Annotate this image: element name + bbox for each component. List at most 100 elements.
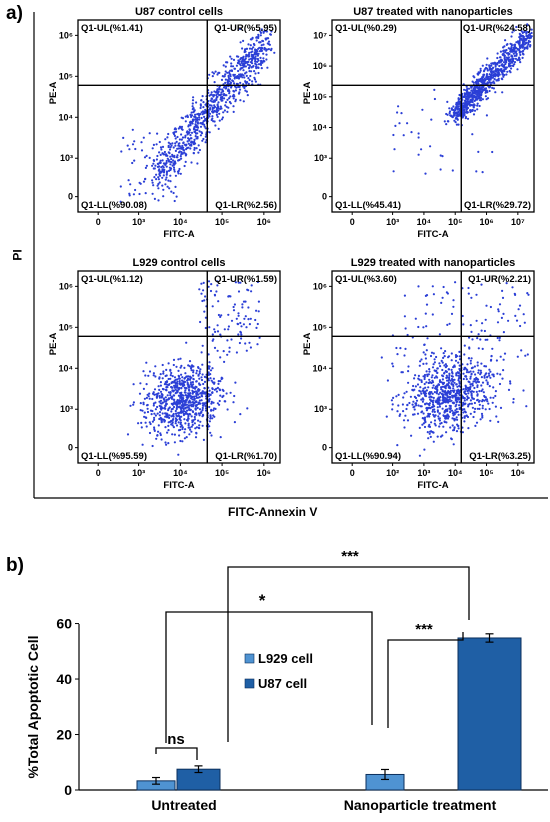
x-tick-label: 10⁶: [257, 468, 271, 478]
x-axis-label: FITC-A: [417, 480, 448, 491]
bar-category-label: Nanoparticle treatment: [344, 797, 497, 813]
sig-bracket-treated: [387, 632, 464, 728]
y-tick-label: 10⁴: [313, 363, 327, 373]
flow-plot-title: L929 control cells: [133, 257, 226, 269]
y-tick-label: 10⁶: [59, 281, 73, 291]
y-tick-label: 10⁵: [313, 92, 327, 102]
x-tick-label: 10⁵: [215, 217, 229, 227]
flow-plot-title: L929 treated with nanoparticles: [351, 257, 515, 269]
quadrant-label-ll: Q1-LL(%45.41): [335, 200, 401, 211]
x-tick-label: 10⁴: [417, 217, 431, 227]
y-tick-label: 10³: [314, 153, 327, 163]
sig-label-star: *: [259, 591, 266, 610]
pi-axis-title: PI: [10, 249, 25, 261]
quadrant-label-ul: Q1-UL(%3.60): [335, 274, 397, 285]
plot-frame: [77, 270, 281, 464]
quadrant-label-ul: Q1-UL(%1.41): [81, 23, 143, 34]
y-tick-label: 0: [68, 443, 73, 453]
x-tick-label: 10²: [386, 468, 399, 478]
y-tick-label: 10⁴: [59, 112, 73, 122]
plot-frame: [331, 270, 535, 464]
sig-bracket-u87: [227, 566, 470, 742]
y-tick-label: 10⁴: [59, 363, 73, 373]
bar-y-tick-label: 60: [56, 616, 72, 632]
y-tick-label: 10³: [314, 404, 327, 414]
panel-a-frame: [33, 12, 548, 499]
panel-b-label: b): [6, 555, 24, 576]
x-tick-label: 10⁴: [173, 217, 187, 227]
sig-label-u87: ***: [341, 548, 359, 565]
quadrant-label-ll: Q1-LL(%95.59): [81, 451, 147, 462]
y-tick-label: 10³: [60, 153, 73, 163]
y-axis-label: PE-A: [48, 81, 59, 104]
flow-plot-title: U87 control cells: [135, 6, 223, 18]
x-tick-label: 10³: [132, 468, 145, 478]
y-tick-label: 0: [68, 192, 73, 202]
x-tick-label: 10⁵: [479, 468, 493, 478]
x-tick-label: 0: [96, 468, 101, 478]
quadrant-label-ur: Q1-UR(%1.59): [214, 274, 277, 285]
x-tick-label: 10⁴: [173, 468, 187, 478]
y-tick-label: 10⁶: [59, 30, 73, 40]
x-tick-label: 0: [350, 217, 355, 227]
bar-y-axis-title: %Total Apoptotic Cell: [25, 635, 41, 778]
scatter-points: [119, 27, 276, 203]
scatter-points: [392, 23, 533, 175]
sig-bracket-star: [165, 611, 373, 743]
scatter-points: [126, 280, 261, 456]
apoptosis-bar-chart: 0 20 40 60 %Total Apoptotic Cell Untreated Nan…: [25, 548, 548, 813]
x-tick-label: 10³: [417, 468, 430, 478]
y-axis-label: PE-A: [302, 332, 313, 355]
x-axis-label: FITC-A: [163, 480, 194, 491]
flow-plot-title: U87 treated with nanoparticles: [353, 6, 513, 18]
x-tick-label: 10³: [132, 217, 145, 227]
y-tick-label: 0: [322, 443, 327, 453]
quadrant-label-lr: Q1-LR(%1.70): [215, 451, 277, 462]
quadrant-label-ur: Q1-UR(%24.58): [463, 23, 531, 34]
flow-plot-u87-control: U87 control cells Q1-UL(%1.41) Q1-UR(%5.95…: [48, 6, 281, 240]
y-tick-label: 10⁵: [59, 71, 73, 81]
bar-y-tick-label: 20: [56, 727, 72, 743]
y-tick-label: 10⁴: [313, 123, 327, 133]
x-tick-label: 0: [350, 468, 355, 478]
flow-plot-u87-treated: U87 treated with nanoparticles Q1-UL(%0.2…: [302, 6, 535, 240]
y-tick-label: 10⁵: [59, 322, 73, 332]
x-tick-label: 10⁵: [215, 468, 229, 478]
x-tick-label: 10⁷: [511, 217, 525, 227]
bar-y-tick-label: 40: [56, 671, 72, 687]
plot-frame: [331, 19, 535, 213]
x-axis-label: FITC-A: [417, 229, 448, 240]
bar-y-tick-label: 0: [64, 782, 72, 798]
quadrant-label-ur: Q1-UR(%5.95): [214, 23, 277, 34]
bar: [457, 637, 522, 791]
quadrant-label-ur: Q1-UR(%2.21): [468, 274, 531, 285]
panel-a-label: a): [6, 3, 23, 24]
legend-swatch: [244, 653, 255, 664]
x-tick-label: 10⁴: [448, 468, 462, 478]
quadrant-label-ll: Q1-LL(%90.94): [335, 451, 401, 462]
x-axis-label: FITC-A: [163, 229, 194, 240]
y-tick-label: 10³: [60, 404, 73, 414]
sig-label-ns: ns: [167, 731, 185, 748]
quadrant-label-ll: Q1-LL(%90.08): [81, 200, 147, 211]
y-tick-label: 10⁵: [313, 322, 327, 332]
bar-category-label: Untreated: [151, 797, 216, 813]
y-tick-label: 0: [322, 192, 327, 202]
scatter-points: [380, 281, 530, 457]
legend-label: L929 cell: [258, 651, 313, 666]
quadrant-label-lr: Q1-LR(%2.56): [215, 200, 277, 211]
y-tick-label: 10⁶: [313, 281, 327, 291]
sig-bracket-ns: [155, 747, 198, 760]
flow-plot-l929-treated: L929 treated with nanoparticles Q1-UL(%3.…: [302, 257, 535, 491]
y-tick-label: 10⁶: [313, 61, 327, 71]
x-tick-label: 10³: [386, 217, 399, 227]
plot-frame: [77, 19, 281, 213]
x-tick-label: 10⁵: [448, 217, 462, 227]
quadrant-label-lr: Q1-LR(%29.72): [464, 200, 531, 211]
y-axis-label: PE-A: [302, 81, 313, 104]
x-tick-label: 10⁶: [257, 217, 271, 227]
fitc-annexin-axis-title: FITC-Annexin V: [228, 505, 318, 519]
quadrant-label-lr: Q1-LR(%3.25): [469, 451, 531, 462]
x-tick-label: 10⁶: [511, 468, 525, 478]
y-axis-label: PE-A: [48, 332, 59, 355]
